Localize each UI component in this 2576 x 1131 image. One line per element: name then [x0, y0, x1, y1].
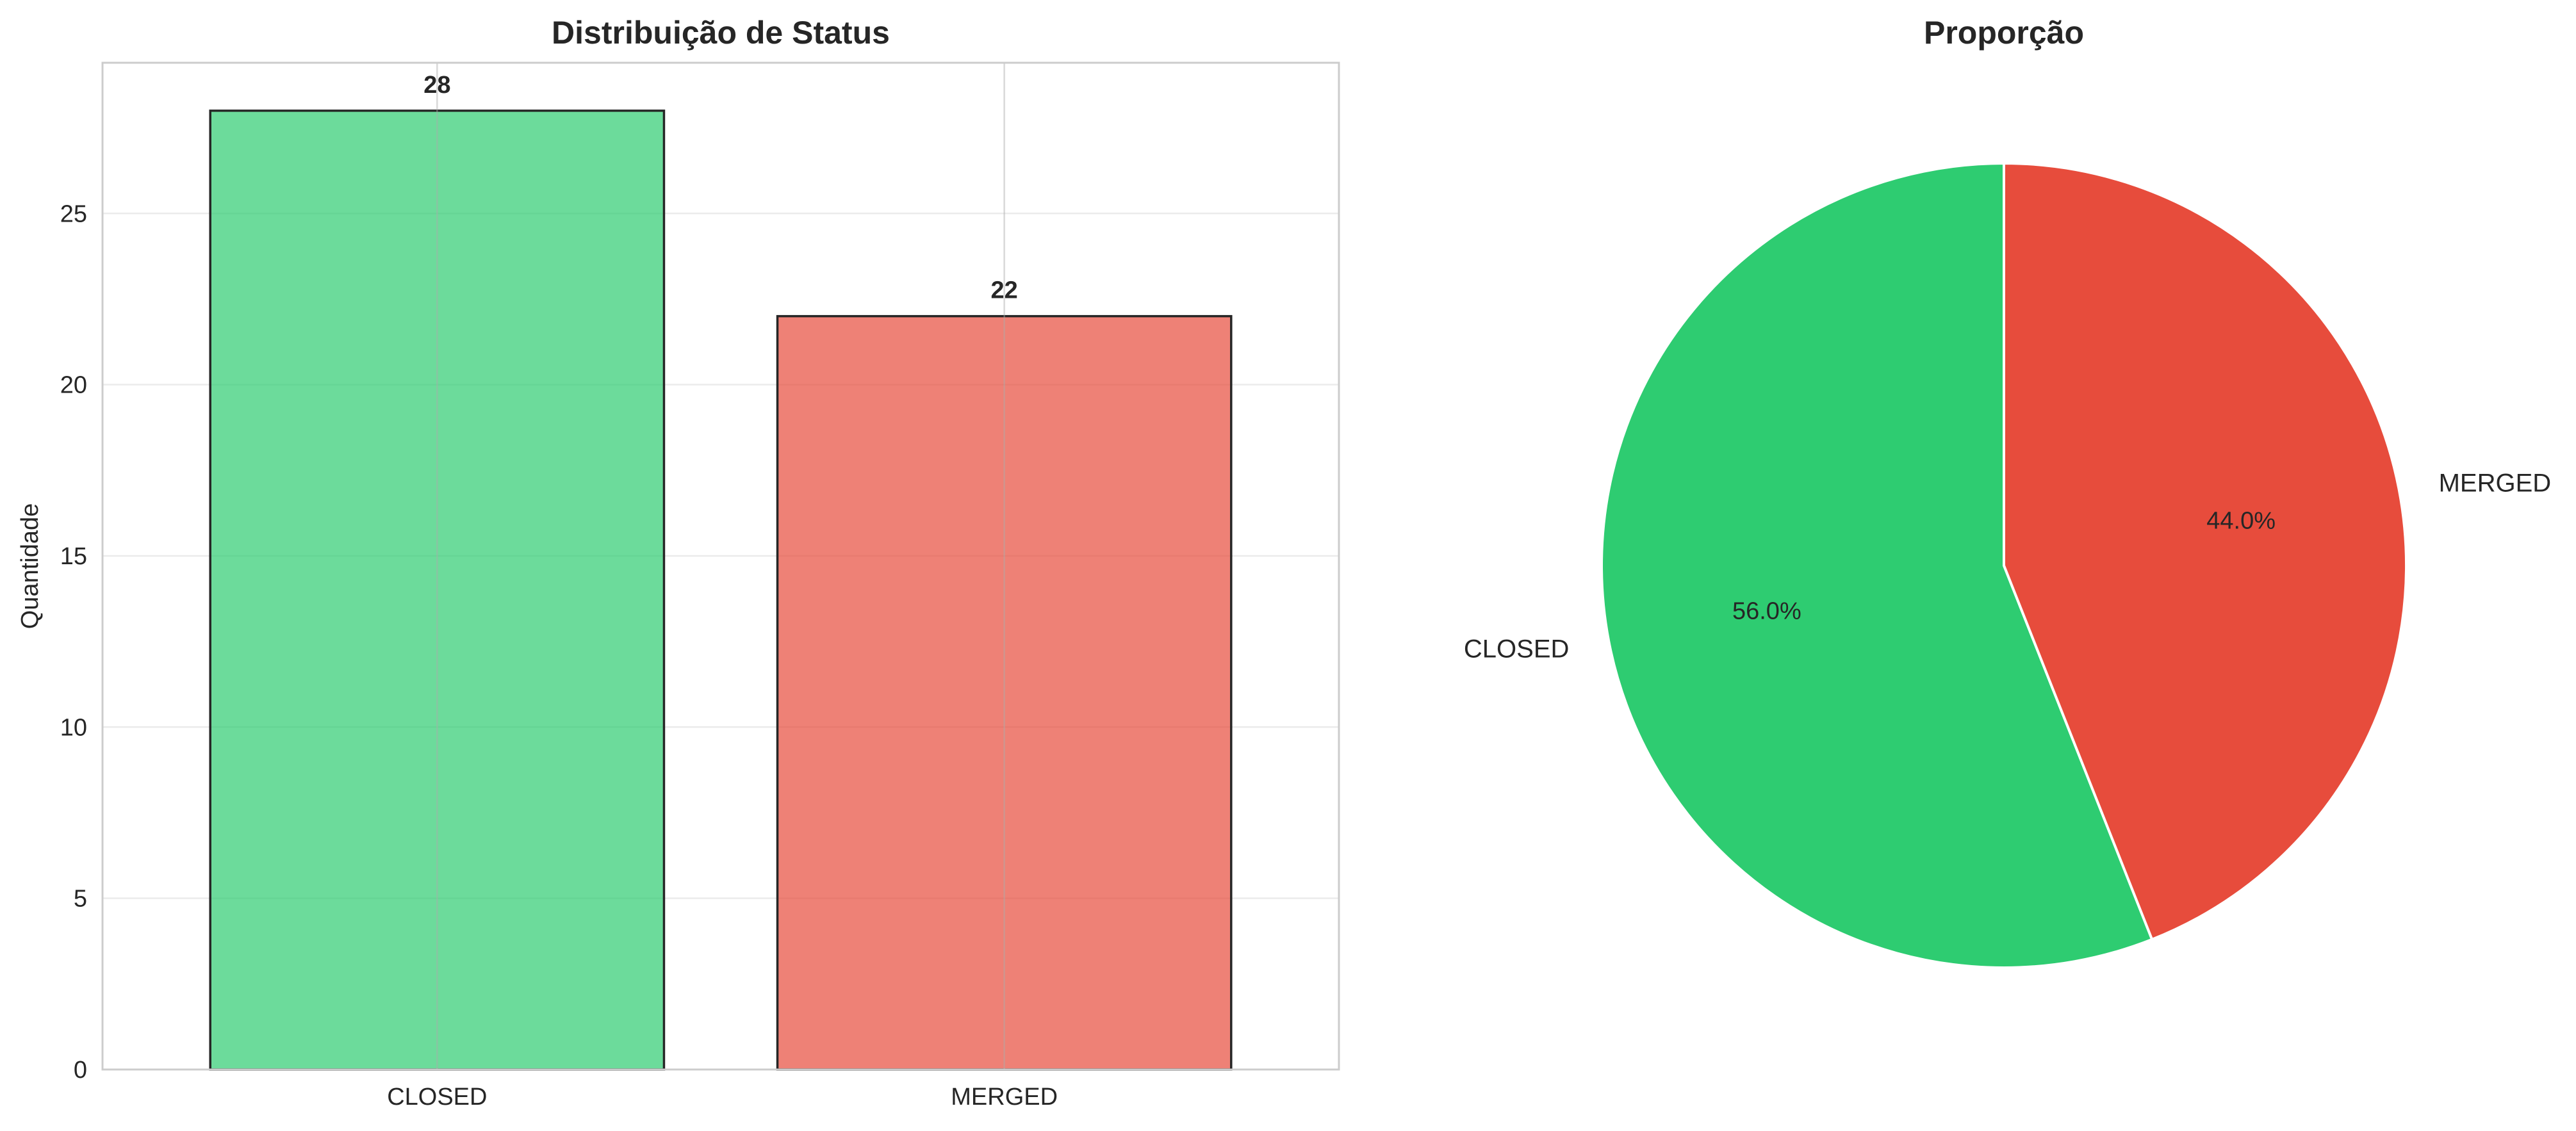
pie-labels: CLOSED 56.0% MERGED 44.0%	[1464, 469, 2551, 663]
bar-value-labels: 28 22	[423, 72, 1018, 304]
bar-y-tick-label: 5	[74, 886, 87, 913]
pie-chart: Proporção CLOSED 56.0% MERGED 44.0%	[1464, 15, 2551, 969]
bar-y-tick-label: 20	[60, 372, 87, 399]
bar-chart-title: Distribuição de Status	[552, 15, 890, 51]
bar-y-tick-label: 0	[74, 1057, 87, 1084]
pie-percent-label: 44.0%	[2206, 507, 2276, 534]
pie-slice-closed	[1600, 161, 2154, 969]
bar-series	[209, 110, 1233, 1071]
bar-closed	[209, 110, 666, 1071]
pie-chart-title: Proporção	[1924, 15, 2084, 51]
pie-percent-label: 56.0%	[1732, 598, 1801, 625]
bar-axes-frame	[101, 61, 1340, 1071]
bar-merged	[776, 314, 1233, 1071]
bar-x-tick-label: CLOSED	[387, 1084, 487, 1111]
bar-y-tick-label: 15	[60, 543, 87, 570]
bar-y-axis-label: Quantidade	[17, 503, 44, 630]
bar-y-tick-label: 10	[60, 714, 87, 741]
bar-y-ticks: 0 5 10 15 20 25	[60, 200, 87, 1084]
pie-slice-merged	[2003, 161, 2408, 941]
bar-value-label: 28	[423, 72, 450, 99]
bar-x-tick-label: MERGED	[951, 1084, 1058, 1111]
bar-vertical-gridlines	[436, 63, 1005, 1070]
pie-label: MERGED	[2439, 469, 2552, 498]
bar-x-ticks: CLOSED MERGED	[387, 1084, 1058, 1111]
bar-value-label: 22	[991, 277, 1018, 304]
pie-slices	[1600, 161, 2408, 969]
bar-chart: 0 5 10 15 20 25 CLOSED MERGED 28 22 Distribuiçã…	[17, 15, 1340, 1111]
bar-y-tick-label: 25	[60, 200, 87, 227]
pie-label: CLOSED	[1464, 635, 1570, 663]
